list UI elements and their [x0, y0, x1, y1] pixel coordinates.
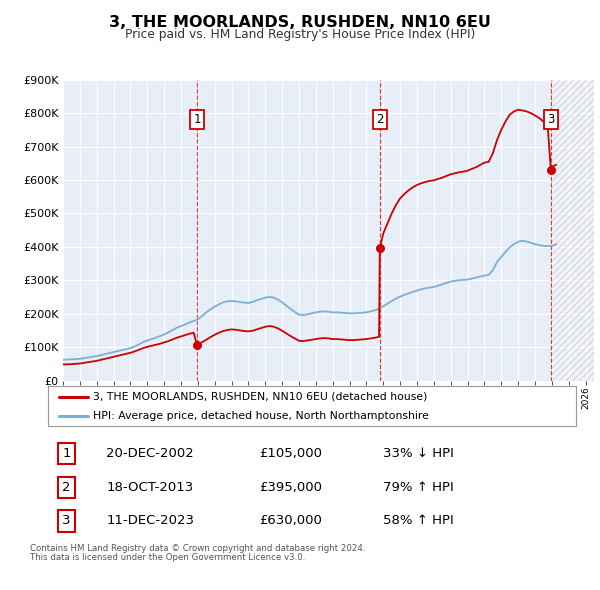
Text: 2: 2 [376, 113, 383, 126]
Text: 1: 1 [193, 113, 201, 126]
Text: 3: 3 [547, 113, 554, 126]
Text: 33% ↓ HPI: 33% ↓ HPI [383, 447, 454, 460]
Text: 18-OCT-2013: 18-OCT-2013 [106, 481, 193, 494]
Text: This data is licensed under the Open Government Licence v3.0.: This data is licensed under the Open Gov… [30, 553, 305, 562]
Text: HPI: Average price, detached house, North Northamptonshire: HPI: Average price, detached house, Nort… [93, 411, 429, 421]
Text: 11-DEC-2023: 11-DEC-2023 [106, 514, 194, 527]
Text: Contains HM Land Registry data © Crown copyright and database right 2024.: Contains HM Land Registry data © Crown c… [30, 544, 365, 553]
Text: 79% ↑ HPI: 79% ↑ HPI [383, 481, 454, 494]
Text: 58% ↑ HPI: 58% ↑ HPI [383, 514, 454, 527]
Text: 1: 1 [62, 447, 71, 460]
Text: £630,000: £630,000 [259, 514, 322, 527]
Text: £105,000: £105,000 [259, 447, 322, 460]
Text: 2: 2 [62, 481, 71, 494]
Text: £395,000: £395,000 [259, 481, 322, 494]
Text: Price paid vs. HM Land Registry's House Price Index (HPI): Price paid vs. HM Land Registry's House … [125, 28, 475, 41]
Text: 3, THE MOORLANDS, RUSHDEN, NN10 6EU (detached house): 3, THE MOORLANDS, RUSHDEN, NN10 6EU (det… [93, 392, 427, 402]
Text: 3: 3 [62, 514, 71, 527]
Text: 20-DEC-2002: 20-DEC-2002 [106, 447, 194, 460]
Text: 3, THE MOORLANDS, RUSHDEN, NN10 6EU: 3, THE MOORLANDS, RUSHDEN, NN10 6EU [109, 15, 491, 30]
